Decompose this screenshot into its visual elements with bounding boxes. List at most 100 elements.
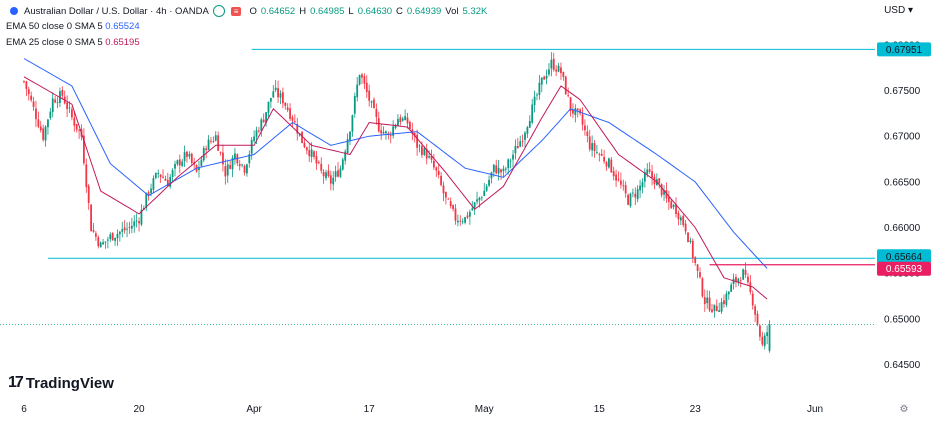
candle-body bbox=[229, 165, 232, 169]
candle-body bbox=[217, 135, 220, 151]
candle-body bbox=[353, 95, 356, 114]
candle-body bbox=[202, 147, 205, 161]
candle-body bbox=[725, 293, 728, 305]
candle-body bbox=[471, 208, 474, 211]
y-tick-label: 0.65000 bbox=[884, 314, 921, 325]
x-tick-label: Jun bbox=[807, 404, 823, 415]
candle-body bbox=[97, 237, 100, 247]
candle-body bbox=[212, 141, 215, 142]
candle-body bbox=[30, 95, 33, 101]
candle-body bbox=[663, 190, 665, 195]
candle-body bbox=[421, 146, 423, 156]
candle-body bbox=[634, 193, 637, 198]
candle-body bbox=[509, 160, 512, 162]
candle-body bbox=[531, 104, 534, 123]
candle-body bbox=[579, 109, 582, 114]
ema50-value: 0.65524 bbox=[105, 21, 140, 32]
candle-body bbox=[152, 178, 155, 190]
candle-body bbox=[260, 119, 263, 131]
candle-body bbox=[413, 133, 416, 137]
candle-body bbox=[437, 170, 440, 175]
ema25-line bbox=[23, 76, 768, 300]
candles bbox=[23, 52, 771, 353]
candle-body bbox=[128, 226, 131, 228]
candle-body bbox=[394, 124, 397, 128]
candle-body bbox=[699, 272, 701, 278]
candle-body bbox=[423, 148, 426, 155]
candle-body bbox=[459, 220, 462, 222]
currency-selector[interactable]: USD ▾ bbox=[884, 5, 913, 16]
candle-body bbox=[512, 154, 514, 160]
candle-body bbox=[675, 204, 677, 215]
candle-body bbox=[480, 197, 483, 199]
candle-body bbox=[130, 225, 133, 229]
candle-body bbox=[248, 154, 251, 164]
candle-body bbox=[171, 170, 174, 177]
brand-name: TradingView bbox=[25, 374, 114, 392]
candle-body bbox=[749, 282, 752, 293]
candle-body bbox=[176, 160, 179, 165]
legend-ema25[interactable]: EMA 25 close 0 SMA 5 0.65195 bbox=[6, 37, 140, 48]
candle-body bbox=[540, 77, 543, 85]
low-value: 0.64630 bbox=[357, 5, 393, 17]
symbol-title[interactable]: Australian Dollar / U.S. Dollar · 4h · O… bbox=[24, 5, 209, 17]
candle-body bbox=[332, 177, 335, 185]
candle-body bbox=[174, 163, 176, 169]
candle-body bbox=[337, 170, 339, 177]
candle-body bbox=[713, 304, 716, 311]
candle-body bbox=[687, 232, 689, 243]
close-value: 0.64939 bbox=[406, 5, 442, 17]
candle-body bbox=[226, 164, 229, 176]
candle-body bbox=[466, 215, 469, 218]
settings-icon[interactable]: ⚙ bbox=[900, 404, 909, 415]
candle-body bbox=[269, 97, 272, 102]
candle-body bbox=[51, 98, 54, 113]
candle-body bbox=[629, 193, 632, 207]
candle-body bbox=[281, 92, 284, 104]
candle-body bbox=[104, 241, 107, 243]
x-tick-label: Apr bbox=[246, 404, 262, 415]
candle-body bbox=[596, 152, 598, 153]
eye-icon[interactable] bbox=[212, 5, 225, 17]
candle-body bbox=[715, 305, 718, 311]
candle-body bbox=[615, 174, 617, 181]
candle-body bbox=[538, 82, 541, 95]
candle-body bbox=[524, 132, 526, 140]
candle-body bbox=[23, 81, 25, 82]
candle-body bbox=[47, 119, 49, 128]
candle-body bbox=[68, 107, 71, 109]
candle-body bbox=[303, 142, 306, 148]
candle-body bbox=[754, 306, 757, 315]
candle-body bbox=[581, 114, 584, 125]
candle-body bbox=[126, 228, 128, 230]
candle-body bbox=[483, 190, 486, 196]
candle-body bbox=[401, 118, 404, 121]
x-tick-label: 17 bbox=[364, 404, 376, 415]
alert-badge[interactable]: ≡ bbox=[230, 6, 242, 16]
candle-body bbox=[440, 175, 442, 186]
price-label-box bbox=[877, 42, 931, 57]
candle-body bbox=[339, 168, 342, 177]
candle-body bbox=[308, 150, 311, 157]
candle-body bbox=[224, 166, 227, 177]
candle-body bbox=[258, 130, 260, 132]
time-axis[interactable]: 6 20 Apr 17 May 15 23 Jun ⚙ bbox=[21, 404, 908, 415]
candle-body bbox=[164, 178, 167, 181]
candle-body bbox=[286, 107, 289, 111]
candle-body bbox=[742, 269, 745, 280]
candle-body bbox=[536, 94, 538, 96]
candle-body bbox=[706, 297, 709, 304]
candle-body bbox=[320, 163, 323, 171]
candle-body bbox=[545, 75, 548, 79]
candle-body bbox=[178, 159, 181, 166]
candle-body bbox=[39, 126, 42, 131]
candle-body bbox=[718, 310, 721, 312]
candle-body bbox=[341, 159, 344, 170]
candle-body bbox=[54, 99, 57, 103]
legend-ema50[interactable]: EMA 50 close 0 SMA 5 0.65524 bbox=[6, 21, 140, 32]
ema-lines bbox=[23, 58, 768, 300]
candle-body bbox=[27, 89, 30, 95]
price-axis[interactable]: 0.680000.675000.670000.665000.660000.655… bbox=[884, 40, 921, 371]
horizontal-lines bbox=[0, 48, 875, 325]
